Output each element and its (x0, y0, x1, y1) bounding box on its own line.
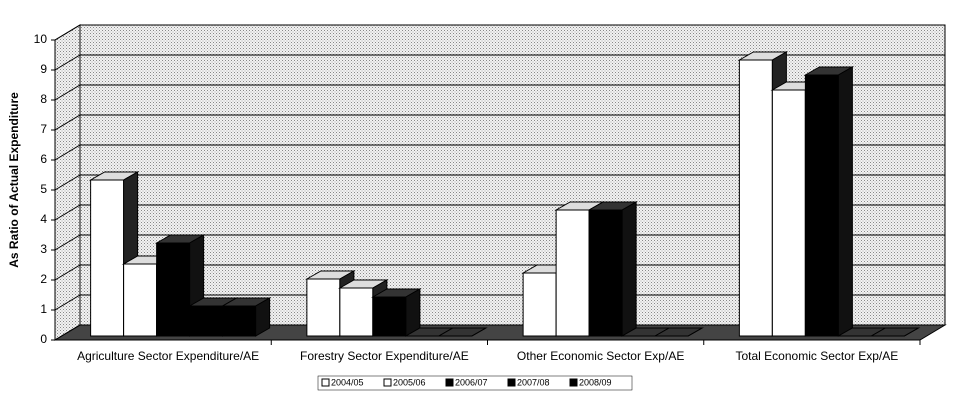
grid-line (54, 324, 945, 341)
legend-box (317, 375, 633, 391)
grid-line (54, 264, 945, 281)
bar-front (588, 209, 623, 337)
grid-line (54, 84, 945, 101)
y-tick-label: 0 (40, 332, 47, 346)
legend-swatch (321, 378, 330, 387)
bar-side (837, 66, 853, 337)
grid-line (54, 234, 945, 251)
legend-label: 2005/06 (393, 377, 426, 387)
legend-swatch (507, 378, 516, 387)
bar-front (222, 305, 257, 337)
bar-front (522, 272, 557, 337)
grid-line (54, 114, 945, 131)
bar-side (904, 327, 919, 337)
bar-front (339, 287, 374, 337)
bar-front (156, 242, 191, 337)
y-tick-label: 3 (40, 242, 47, 256)
y-axis-label: As Ratio of Actual Expenditure (7, 92, 21, 268)
bar (803, 66, 855, 337)
y-tick-label: 5 (40, 182, 47, 196)
x-tick-label: Forestry Sector Expenditure/AE (300, 349, 469, 363)
bar (587, 201, 639, 337)
bar-front (189, 305, 224, 337)
bar-side (471, 327, 487, 337)
x-tick-label: Other Economic Sector Exp/AE (517, 349, 684, 363)
bar-front (123, 263, 158, 337)
grid-line (54, 204, 945, 221)
bar-side (255, 297, 271, 337)
legend-label: 2004/05 (331, 377, 364, 387)
bar (869, 327, 921, 337)
bar-front (90, 179, 125, 337)
y-tick-label: 7 (40, 122, 47, 136)
bar-front (771, 89, 806, 337)
bar-front (738, 59, 773, 337)
bar-front (306, 278, 341, 337)
y-tick-label: 1 (40, 302, 47, 316)
y-tick-label: 10 (34, 32, 48, 46)
legend-label: 2008/09 (579, 377, 612, 387)
bar-front (372, 296, 407, 337)
bar-side (621, 201, 637, 337)
grid-line (54, 174, 945, 191)
x-tick-label: Total Economic Sector Exp/AE (736, 349, 899, 363)
grid-line (54, 144, 945, 161)
y-tick-label: 4 (40, 212, 47, 226)
grid-line (54, 24, 945, 41)
grid-line (54, 294, 945, 311)
bar-front (804, 74, 839, 337)
bar-side (687, 327, 703, 337)
y-tick-label: 6 (40, 152, 47, 166)
y-tick-label: 8 (40, 92, 47, 106)
legend-swatch (569, 378, 578, 387)
y-tick-label: 2 (40, 272, 47, 286)
bar (653, 327, 705, 337)
grid-line (54, 54, 945, 71)
bar (220, 297, 272, 337)
legend-label: 2007/08 (517, 377, 550, 387)
x-tick-label: Agriculture Sector Expenditure/AE (77, 349, 259, 363)
y-tick-label: 9 (40, 62, 47, 76)
bar (436, 327, 488, 337)
legend-swatch (383, 378, 392, 387)
bar-front (555, 209, 590, 337)
bar (370, 288, 422, 337)
legend-swatch (445, 378, 454, 387)
legend-label: 2006/07 (455, 377, 488, 387)
